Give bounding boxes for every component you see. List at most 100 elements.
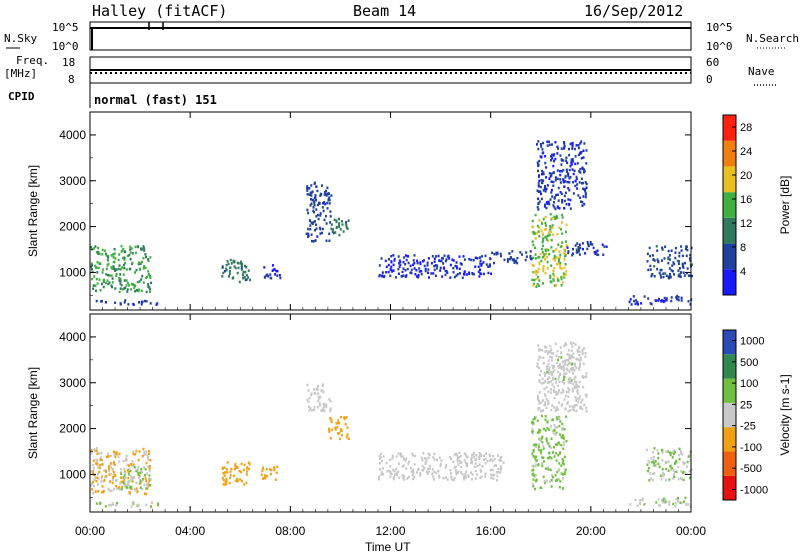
range-gate-cell (546, 367, 548, 371)
range-gate-cell (653, 275, 656, 278)
range-gate-cell (578, 181, 581, 184)
range-gate-cell (548, 381, 551, 384)
range-gate-cell (95, 479, 98, 483)
range-gate-cell (650, 457, 653, 460)
range-gate-cell (537, 163, 540, 166)
range-gate-cell (118, 460, 121, 463)
range-gate-cell (107, 455, 110, 458)
range-gate-cell (445, 464, 448, 467)
range-gate-cell (137, 471, 140, 475)
range-gate-cell (564, 254, 567, 257)
range-gate-cell (578, 398, 581, 401)
range-gate-cell (538, 366, 540, 370)
range-gate-cell (321, 227, 324, 231)
range-gate-cell (402, 260, 405, 264)
range-gate-cell (537, 463, 540, 467)
range-gate-cell (500, 466, 503, 470)
range-gate-cell (556, 417, 559, 421)
range-gate-cell (648, 246, 651, 250)
range-gate-cell (542, 356, 545, 359)
range-gate-cell (529, 254, 532, 258)
range-gate-cell (554, 259, 557, 262)
range-gate-cell (238, 280, 241, 284)
range-gate-cell (145, 492, 148, 496)
range-gate-cell (544, 249, 547, 253)
range-gate-cell (688, 469, 691, 473)
range-gate-cell (537, 358, 540, 362)
range-gate-cell (544, 258, 547, 261)
range-gate-cell (137, 473, 140, 477)
range-gate-cell (661, 248, 664, 251)
range-gate-cell (392, 468, 395, 472)
range-gate-cell (555, 193, 558, 197)
range-gate-cell (314, 229, 316, 232)
colorbar-tick-label: -500 (740, 463, 762, 475)
range-gate-cell (571, 253, 574, 257)
range-gate-cell (544, 401, 547, 404)
range-gate-cell (542, 381, 545, 385)
range-gate-cell (397, 255, 400, 258)
range-gate-cell (579, 142, 582, 145)
range-gate-cell (385, 265, 388, 269)
range-gate-cell (550, 246, 553, 249)
range-gate-cell (113, 248, 116, 251)
range-gate-cell (98, 463, 101, 467)
range-gate-cell (234, 266, 237, 270)
range-gate-cell (122, 263, 125, 267)
range-gate-cell (149, 458, 152, 462)
range-gate-cell (279, 276, 282, 280)
range-gate-cell (148, 474, 151, 477)
range-gate-cell (135, 268, 138, 272)
range-gate-cell (142, 256, 145, 260)
range-gate-cell (91, 488, 94, 491)
range-gate-cell (552, 376, 555, 380)
range-gate-cell (535, 443, 538, 446)
range-gate-cell (223, 270, 226, 273)
range-gate-cell (129, 251, 132, 254)
range-gate-cell (425, 470, 428, 473)
range-gate-cell (582, 362, 585, 365)
range-gate-cell (595, 250, 598, 253)
range-gate-cell (136, 280, 139, 284)
range-gate-cell (276, 465, 279, 469)
range-gate-cell (413, 475, 416, 479)
range-gate-cell (99, 289, 102, 292)
range-gate-cell (114, 479, 117, 482)
range-gate-cell (572, 172, 575, 176)
range-gate-cell (538, 402, 541, 405)
range-gate-cell (677, 298, 680, 302)
range-gate-cell (327, 198, 330, 201)
range-gate-cell (556, 349, 559, 353)
range-gate-cell (541, 456, 544, 459)
range-gate-cell (332, 228, 334, 231)
range-gate-cell (552, 250, 555, 253)
range-gate-cell (474, 265, 477, 268)
range-gate-cell (629, 298, 632, 301)
range-gate-cell (549, 230, 552, 234)
range-gate-cell (659, 268, 662, 272)
range-gate-cell (390, 268, 393, 272)
range-gate-cell (325, 239, 328, 242)
range-gate-cell (427, 467, 430, 470)
range-gate-cell (398, 462, 400, 465)
range-gate-cell (399, 454, 402, 457)
colorbar-tick-label: 24 (740, 146, 752, 158)
range-gate-cell (480, 475, 483, 478)
range-gate-cell (679, 275, 682, 279)
range-gate-cell (561, 427, 564, 430)
range-gate-cell (453, 275, 456, 279)
range-gate-cell (102, 480, 105, 483)
range-gate-cell (678, 458, 681, 461)
range-gate-cell (125, 459, 128, 462)
range-gate-cell (476, 464, 479, 468)
range-gate-cell (554, 141, 557, 144)
range-gate-cell (149, 276, 152, 279)
range-gate-cell (484, 254, 487, 258)
range-gate-cell (565, 358, 568, 362)
range-gate-cell (468, 272, 471, 276)
range-gate-cell (560, 147, 563, 150)
range-gate-cell (554, 426, 557, 429)
range-gate-cell (456, 458, 459, 461)
range-gate-cell (92, 480, 94, 484)
range-gate-cell (148, 273, 151, 276)
